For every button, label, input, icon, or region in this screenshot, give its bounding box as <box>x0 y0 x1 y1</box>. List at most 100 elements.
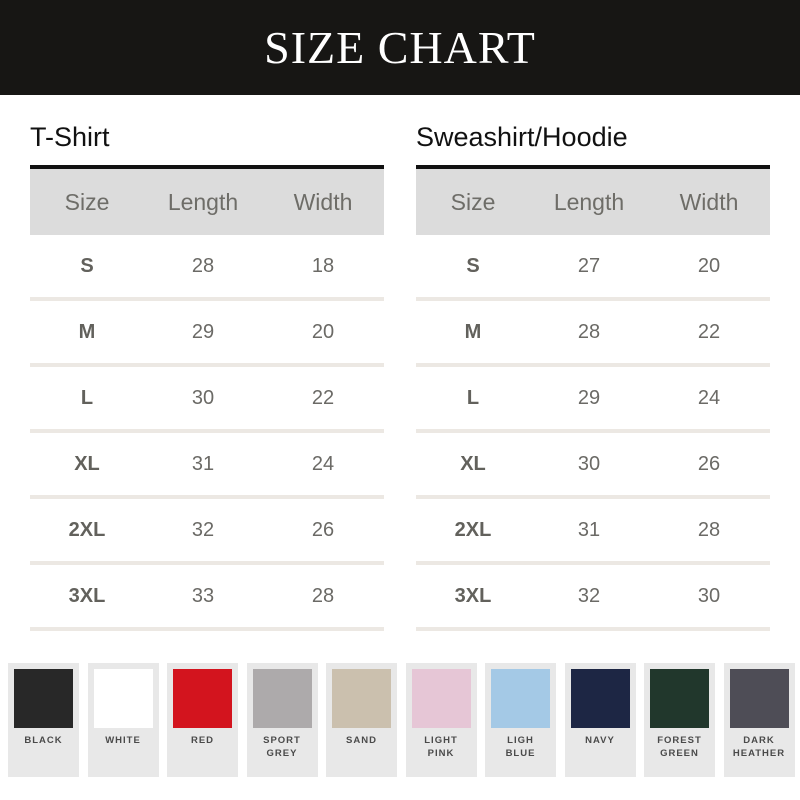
length-cell: 30 <box>191 386 215 409</box>
length-cell: 29 <box>577 386 601 409</box>
table-row: 3XL 33 28 <box>30 565 384 631</box>
table-row: L 30 22 <box>30 367 384 433</box>
size-cell: S <box>80 254 94 277</box>
color-label-line: NAVY <box>585 735 615 746</box>
page-title: SIZE CHART <box>264 22 536 73</box>
table-top-rule <box>416 165 770 169</box>
size-cell: XL <box>74 452 100 475</box>
color-card: FOREST GREEN <box>644 663 715 777</box>
length-cell: 32 <box>577 584 601 607</box>
width-cell: 30 <box>697 584 721 607</box>
color-swatch <box>411 669 471 728</box>
color-label-line: BLACK <box>24 735 63 746</box>
color-label-line: HEATHER <box>732 748 786 759</box>
table-row: L 29 24 <box>416 367 770 433</box>
column-header: Length <box>167 188 239 215</box>
length-cell: 28 <box>191 254 215 277</box>
color-card: SAND <box>326 663 397 777</box>
table-row: S 27 20 <box>416 235 770 301</box>
color-label-line: LIGH <box>507 735 534 746</box>
color-label-line: PINK <box>427 748 455 759</box>
color-swatch <box>252 669 312 728</box>
color-card: NAVY <box>564 663 636 777</box>
color-swatch <box>173 669 232 728</box>
table-header-row: Size Length Width <box>30 169 384 235</box>
width-cell: 22 <box>311 386 335 409</box>
color-card: DARK HEATHER <box>723 663 795 777</box>
size-cell: S <box>466 254 480 277</box>
color-label-line: SAND <box>346 735 377 746</box>
color-card: LIGH BLUE <box>485 663 556 777</box>
size-cell: M <box>78 320 96 343</box>
width-cell: 20 <box>311 320 335 343</box>
length-cell: 33 <box>191 584 215 607</box>
color-swatch <box>650 669 709 728</box>
length-cell: 28 <box>577 320 601 343</box>
color-label-line: DARK <box>743 735 775 746</box>
color-label: DARK HEATHER <box>724 734 795 760</box>
color-label: BLACK <box>8 734 79 747</box>
color-label-line: BLUE <box>505 748 536 759</box>
column-header: Length <box>553 188 625 215</box>
color-label: NAVY <box>565 734 636 747</box>
table-row: 2XL 32 26 <box>30 499 384 565</box>
color-swatch <box>729 669 789 728</box>
color-swatch <box>491 669 550 728</box>
color-card: BLACK <box>8 663 79 777</box>
size-cell: XL <box>460 452 486 475</box>
color-label-line: GREEN <box>660 748 699 759</box>
width-cell: 24 <box>311 452 335 475</box>
length-cell: 31 <box>191 452 215 475</box>
color-label: LIGHT PINK <box>406 734 477 760</box>
color-label: FOREST GREEN <box>644 734 715 760</box>
color-card: LIGHT PINK <box>405 663 477 777</box>
color-label: SPORT GREY <box>247 734 318 760</box>
color-swatches: BLACK WHITE RED SPORT GREY SAND LIGHT PINK LIGH B… <box>8 663 795 777</box>
size-cell: M <box>464 320 482 343</box>
length-cell: 31 <box>577 518 601 541</box>
color-card: RED <box>167 663 238 777</box>
length-cell: 30 <box>577 452 601 475</box>
color-label: RED <box>167 734 238 747</box>
header-banner: SIZE CHART <box>0 0 800 95</box>
table-row: 2XL 31 28 <box>416 499 770 565</box>
color-swatch <box>570 669 630 728</box>
width-cell: 28 <box>311 584 335 607</box>
size-cell: 2XL <box>68 518 106 541</box>
table-row: M 29 20 <box>30 301 384 367</box>
width-cell: 28 <box>697 518 721 541</box>
color-label-line: RED <box>190 735 215 746</box>
table-row: M 28 22 <box>416 301 770 367</box>
color-label-line: FOREST <box>657 735 702 746</box>
width-cell: 18 <box>311 254 335 277</box>
color-label: LIGH BLUE <box>485 734 556 760</box>
table-row: XL 30 26 <box>416 433 770 499</box>
table-row: S 28 18 <box>30 235 384 301</box>
column-header: Size <box>450 188 496 215</box>
table-header-row: Size Length Width <box>416 169 770 235</box>
color-swatch <box>14 669 73 728</box>
length-cell: 27 <box>577 254 601 277</box>
size-cell: 2XL <box>454 518 492 541</box>
hoodie-size-table: Sweashirt/Hoodie Size Length Width S 27 20 M 28 2… <box>416 117 770 631</box>
color-swatch <box>93 669 153 728</box>
table-row: 3XL 32 30 <box>416 565 770 631</box>
length-cell: 29 <box>191 320 215 343</box>
color-label: SAND <box>326 734 397 747</box>
color-label-line: GREY <box>266 748 298 759</box>
width-cell: 24 <box>697 386 721 409</box>
width-cell: 20 <box>697 254 721 277</box>
length-cell: 32 <box>191 518 215 541</box>
color-label-line: LIGHT <box>424 735 458 746</box>
size-cell: 3XL <box>68 584 106 607</box>
size-cell: L <box>80 386 94 409</box>
color-label-line: SPORT <box>263 735 301 746</box>
color-label-line: WHITE <box>105 735 141 746</box>
size-cell: 3XL <box>454 584 492 607</box>
tshirt-size-table: T-Shirt Size Length Width S 28 18 M 29 20 L 30 22 XL 3… <box>30 117 384 631</box>
size-cell: L <box>466 386 480 409</box>
color-swatch <box>332 669 391 728</box>
table-top-rule <box>30 165 384 169</box>
column-header: Width <box>293 188 353 215</box>
table-row: XL 31 24 <box>30 433 384 499</box>
